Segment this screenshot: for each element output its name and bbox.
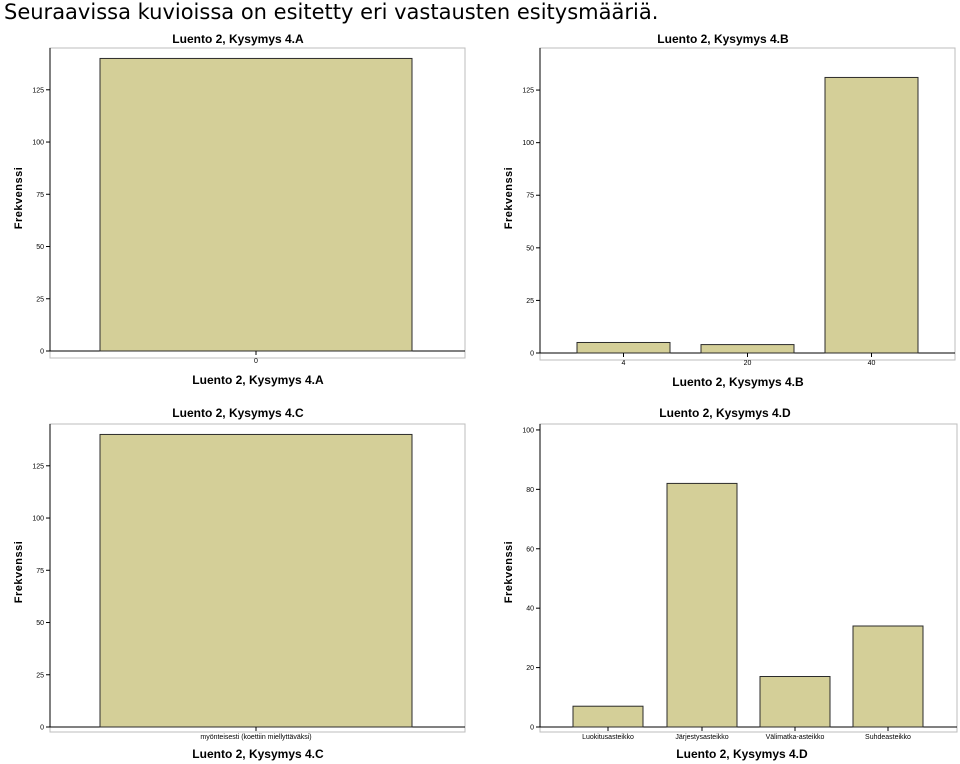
chart-c: Luento 2, Kysymys 4.C Luento 2, Kysymys 4… [13, 406, 466, 761]
x-axis-label: Luento 2, Kysymys 4.B [672, 375, 804, 389]
chart-a: Luento 2, Kysymys 4.A Luento 2, Kysymys 4… [13, 32, 466, 387]
y-tick-label: 100 [32, 516, 44, 523]
bar [824, 76, 919, 354]
bar [99, 57, 413, 352]
y-tick-label: 75 [526, 193, 534, 200]
x-axis-label: Luento 2, Kysymys 4.D [676, 747, 808, 761]
chart-b: Luento 2, Kysymys 4.B Luento 2, Kysymys 4… [503, 32, 956, 389]
y-tick-label: 100 [522, 140, 534, 147]
y-tick-label: 75 [36, 568, 44, 575]
y-tick-label: 125 [32, 463, 44, 470]
y-tick-label: 100 [32, 140, 44, 147]
x-tick-label: 4 [622, 360, 626, 367]
page-title: Seuraavissa kuvioissa on esitetty eri va… [4, 0, 659, 24]
x-tick-label: Suhdeasteikko [865, 734, 911, 741]
y-tick-label: 0 [530, 351, 534, 358]
y-axis-label: Frekvenssi [503, 167, 515, 229]
bar [572, 705, 644, 728]
chart-title: Luento 2, Kysymys 4.B [657, 32, 789, 46]
chart-title: Luento 2, Kysymys 4.A [172, 32, 304, 46]
x-tick-label: myönteisesti (koettiin miellyttäväksi) [200, 734, 311, 741]
bar [576, 341, 671, 354]
chart-title: Luento 2, Kysymys 4.D [659, 406, 791, 420]
bar [99, 433, 413, 728]
chart-d: Luento 2, Kysymys 4.D Luento 2, Kysymys 4… [503, 406, 958, 761]
y-tick-label: 60 [526, 546, 534, 553]
bar [852, 625, 924, 728]
y-tick-label: 0 [40, 725, 44, 732]
bar [700, 344, 795, 354]
y-tick-label: 100 [522, 427, 534, 434]
x-tick-label: 0 [254, 358, 258, 365]
x-tick-label: Välimatka-asteikko [766, 734, 825, 741]
y-tick-label: 20 [526, 665, 534, 672]
chart-title: Luento 2, Kysymys 4.C [172, 406, 304, 420]
x-axis-label: Luento 2, Kysymys 4.C [192, 747, 324, 761]
y-tick-label: 25 [36, 296, 44, 303]
y-tick-label: 80 [526, 487, 534, 494]
bar [759, 676, 831, 728]
bar [666, 482, 738, 728]
y-tick-label: 50 [36, 620, 44, 627]
y-tick-label: 0 [40, 349, 44, 356]
y-tick-label: 50 [526, 245, 534, 252]
x-tick-label: Luokitusasteikko [582, 734, 634, 741]
y-tick-label: 25 [526, 298, 534, 305]
y-tick-label: 25 [36, 672, 44, 679]
y-tick-label: 50 [36, 244, 44, 251]
y-tick-label: 125 [522, 88, 534, 95]
x-tick-label: 40 [868, 360, 876, 367]
y-tick-label: 125 [32, 87, 44, 94]
y-axis-label: Frekvenssi [13, 541, 25, 603]
x-axis-label: Luento 2, Kysymys 4.A [192, 373, 324, 387]
y-tick-label: 40 [526, 606, 534, 613]
y-axis-label: Frekvenssi [503, 541, 515, 603]
x-tick-label: Järjestysasteikko [675, 734, 728, 741]
y-axis-label: Frekvenssi [13, 167, 25, 229]
y-tick-label: 0 [530, 725, 534, 732]
y-tick-label: 75 [36, 192, 44, 199]
x-tick-label: 20 [744, 360, 752, 367]
